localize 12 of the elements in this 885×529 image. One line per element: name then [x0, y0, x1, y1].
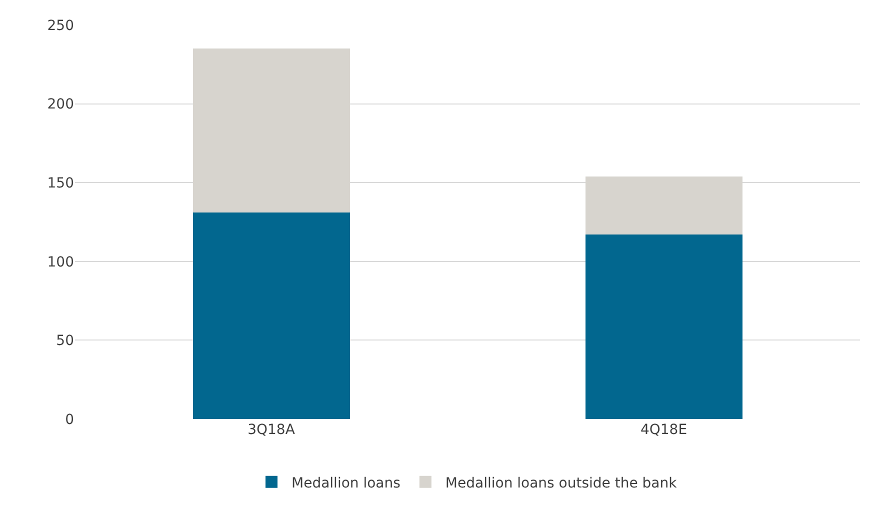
y-tick-label: 100	[47, 254, 74, 270]
legend-label: Medallion loans outside the bank	[445, 475, 678, 492]
y-tick-label: 50	[56, 333, 74, 350]
y-tick-label: 250	[47, 18, 74, 34]
bar	[192, 212, 350, 419]
x-tick-label: 4Q18E	[640, 422, 688, 438]
x-tick-label: 3Q18A	[248, 422, 296, 438]
y-tick-label: 200	[47, 96, 74, 113]
y-tick-label: 0	[65, 412, 74, 428]
bar	[585, 234, 742, 419]
y-tick-label: 150	[47, 176, 74, 192]
legend-label: Medallion loans	[292, 475, 400, 492]
